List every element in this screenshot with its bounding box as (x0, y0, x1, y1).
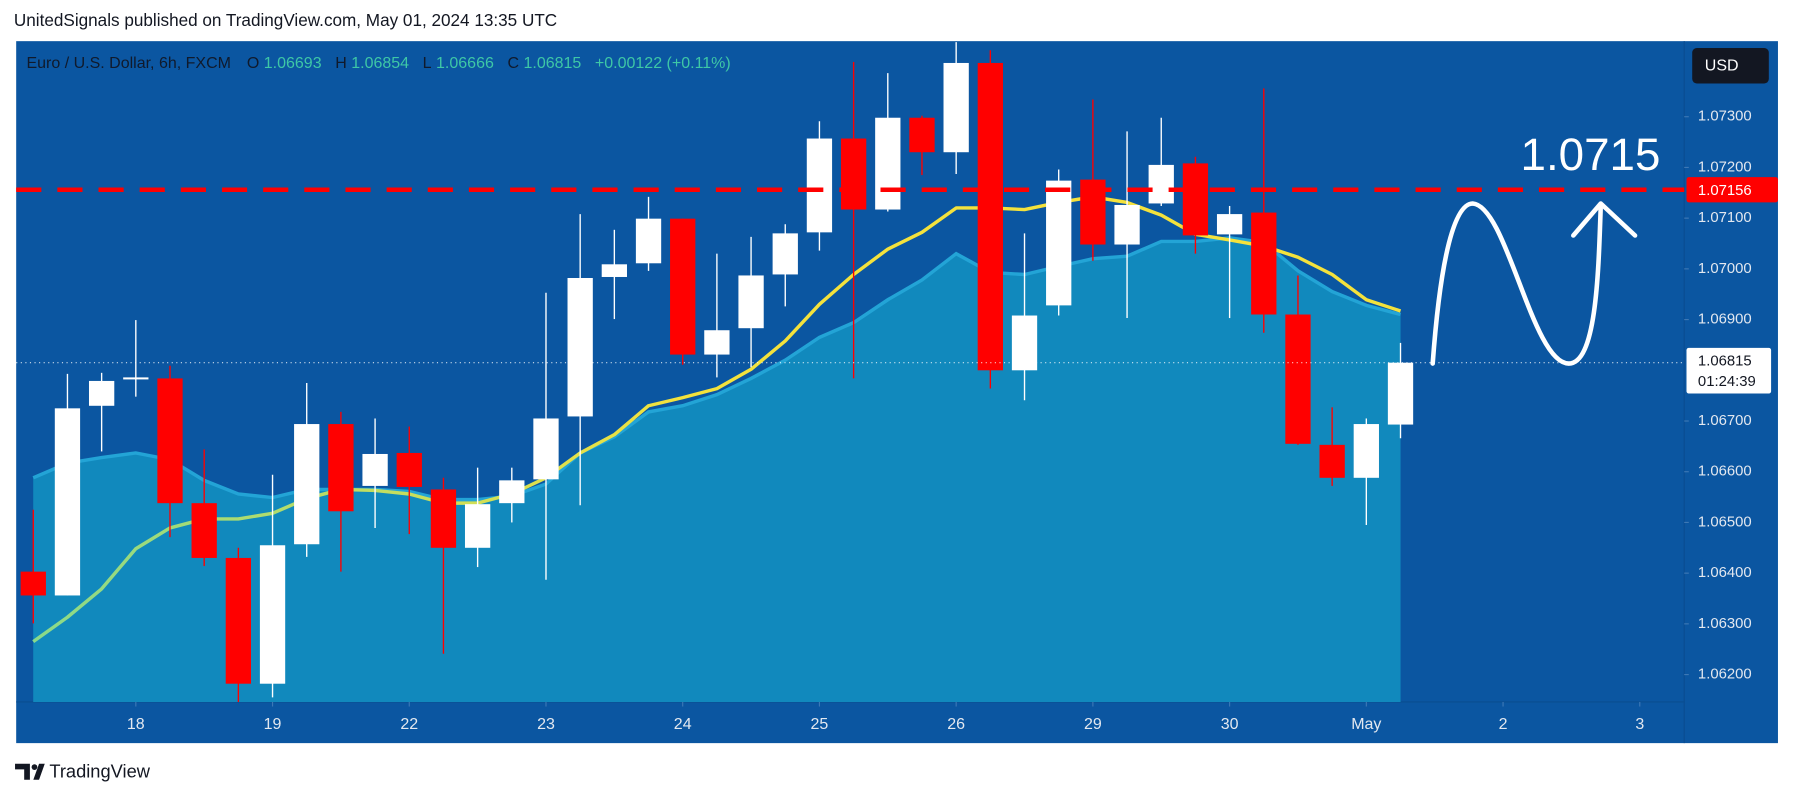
candle-body (1251, 212, 1277, 315)
currency-button[interactable] (1692, 48, 1769, 84)
y-tick-label: 1.06300 (1698, 616, 1752, 632)
y-tick-label: 1.06400 (1698, 565, 1752, 581)
candle-body (943, 62, 969, 153)
candle-body (157, 378, 183, 504)
candle-body (875, 117, 901, 210)
x-tick-label: 30 (1221, 716, 1239, 733)
candle-body (1353, 424, 1379, 478)
low-letter: L (423, 55, 432, 72)
candle-body (909, 117, 935, 153)
candle-body (533, 418, 559, 480)
x-tick-label: 24 (674, 716, 692, 733)
candle-body (635, 218, 662, 264)
candle-body (225, 557, 252, 684)
moving-average (32, 195, 1402, 643)
candle-body (499, 480, 525, 504)
x-tick-label: 26 (947, 716, 965, 733)
plot (20, 42, 1414, 702)
close-letter: C (507, 55, 519, 72)
candle-body (123, 377, 149, 380)
x-tick-label: 23 (537, 716, 555, 733)
candle-body (88, 380, 115, 406)
high-letter: H (335, 55, 347, 72)
x-tick-label: 3 (1635, 716, 1644, 733)
y-tick-label: 1.07300 (1698, 109, 1752, 125)
y-tick-label: 1.06600 (1698, 464, 1752, 480)
logo-slash (33, 763, 45, 780)
y-tick-label: 1.06200 (1698, 667, 1752, 683)
forecast-arrowhead (1571, 201, 1638, 238)
candle-body (54, 408, 81, 596)
y-tick-label: 1.06700 (1698, 413, 1752, 429)
candle-body (464, 504, 491, 548)
candle-body (806, 138, 833, 233)
candle-body (567, 277, 593, 417)
candle-body (362, 453, 388, 486)
candle-body (772, 233, 798, 275)
countdown-label: 01:24:39 (1698, 374, 1756, 390)
x-tick-label: 19 (264, 716, 282, 733)
logo-mark (15, 763, 30, 780)
candle-body (601, 264, 627, 277)
candle-body (1148, 164, 1174, 204)
candle-body (430, 489, 457, 548)
low-value: 1.06666 (436, 55, 494, 72)
candle-body (1182, 163, 1209, 236)
candle-body (704, 330, 730, 355)
publish-header: UnitedSignals published on TradingView.c… (14, 10, 557, 30)
area-line (32, 236, 1402, 502)
x-tick-label: 25 (811, 716, 829, 733)
x-tick-label: May (1351, 716, 1381, 733)
area-fill (33, 237, 1401, 702)
change-value: +0.00122 (+0.11%) (595, 55, 731, 72)
y-tick-label: 1.06500 (1698, 514, 1752, 530)
logo-dot (31, 764, 38, 770)
candle-body (1011, 315, 1038, 371)
level-label: 1.07156 (1698, 183, 1752, 199)
x-tick-label: 18 (127, 716, 145, 733)
candle-body (259, 545, 286, 684)
open-letter: O (247, 55, 259, 72)
candle-body (670, 218, 696, 355)
candle-body (1319, 444, 1345, 478)
brand-logo (15, 763, 45, 780)
last-price-box (1686, 347, 1772, 394)
candle-body (1216, 214, 1243, 235)
currency-label: USD (1705, 58, 1739, 75)
x-tick-label: 2 (1499, 716, 1508, 733)
x-tick-label: 29 (1084, 716, 1102, 733)
close-value: 1.06815 (524, 55, 582, 72)
candle-body (1387, 362, 1414, 425)
legend: Euro / U.S. Dollar, 6h, FXCM O 1.06693 H… (26, 55, 730, 72)
candle-body (1285, 314, 1311, 444)
candle-body (328, 424, 354, 512)
high-value: 1.06854 (351, 55, 409, 72)
y-tick-label: 1.07200 (1698, 159, 1752, 175)
candle-body (294, 424, 320, 545)
candle-body (20, 571, 46, 596)
candle-body (977, 62, 1003, 371)
y-tick-label: 1.07000 (1698, 261, 1752, 277)
annotation: 1.0715 (1521, 129, 1661, 180)
candle-body (191, 503, 217, 558)
candle-body (738, 275, 764, 329)
symbol-title: Euro / U.S. Dollar, 6h, FXCM (26, 55, 231, 72)
candle-body (1046, 180, 1072, 306)
level-label-box (1686, 177, 1778, 203)
x-tick-label: 22 (400, 716, 418, 733)
open-value: 1.06693 (264, 55, 322, 72)
y-tick-label: 1.06900 (1698, 312, 1752, 328)
candle-body (840, 138, 867, 210)
candle-body (396, 452, 422, 487)
brand-name: TradingView (49, 761, 150, 782)
y-tick-label: 1.07100 (1698, 210, 1752, 226)
forecast-curve (1430, 201, 1604, 366)
last-price-label: 1.06815 (1698, 353, 1752, 369)
candle-body (1114, 204, 1140, 245)
